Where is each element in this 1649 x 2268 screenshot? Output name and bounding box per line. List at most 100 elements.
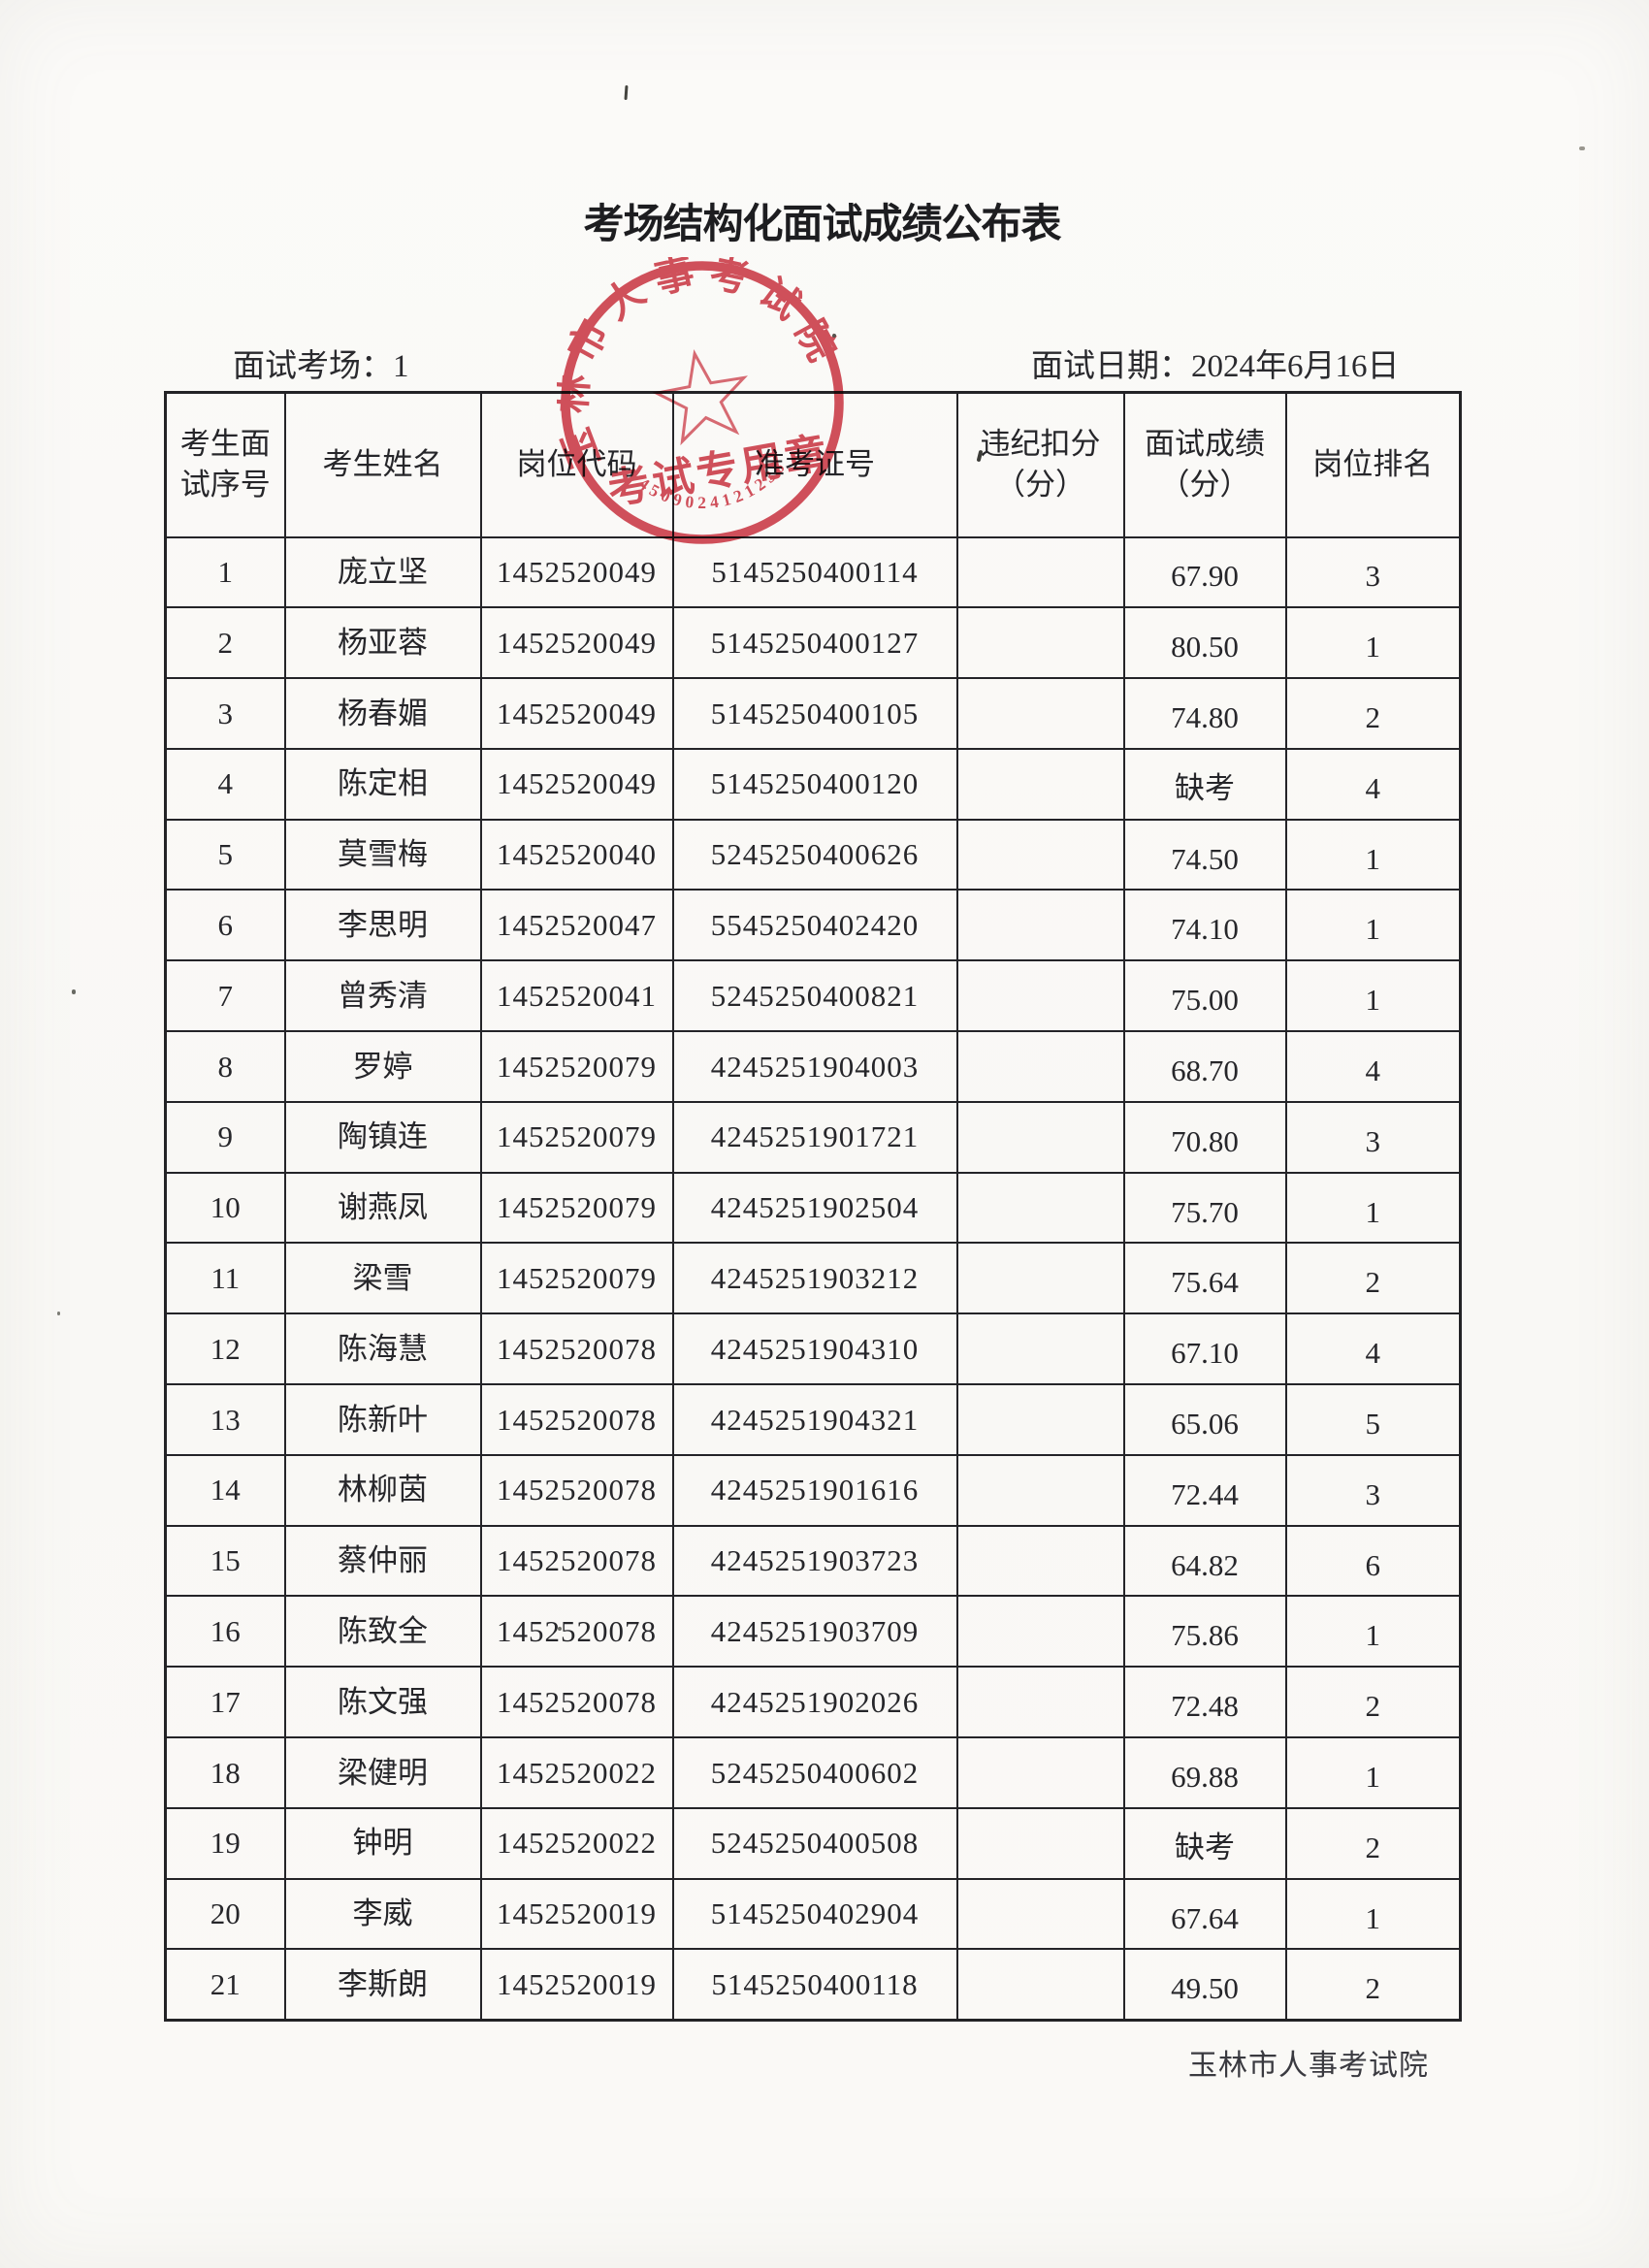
cell xyxy=(955,1877,1125,1951)
column-header: 岗位代码 xyxy=(479,391,674,538)
table-row: 16 陈致全 1452520078 4245251903709 75.86 1 xyxy=(164,1595,1462,1669)
interview-venue-label: 面试考场：1 xyxy=(233,349,409,384)
cell: 1452520079 xyxy=(479,1100,674,1174)
cell: 曾秀清 xyxy=(283,959,482,1033)
cell: 11 xyxy=(164,1242,286,1315)
cell: 4245251903723 xyxy=(671,1524,958,1598)
cell: 4245251901721 xyxy=(671,1100,958,1174)
cell: 2 xyxy=(164,606,286,680)
table-row: 20 李威 1452520019 5145250402904 67.64 1 xyxy=(164,1877,1462,1951)
cell xyxy=(955,535,1125,609)
cell: 梁健明 xyxy=(283,1736,482,1809)
cell: 80.50 xyxy=(1122,606,1287,680)
cell: 4245251904003 xyxy=(671,1030,958,1103)
cell: 陈海慧 xyxy=(283,1312,482,1386)
table-row: 7 曾秀清 1452520041 5245250400821 75.00 1 xyxy=(164,959,1462,1033)
scan-speck xyxy=(57,1312,60,1315)
column-header: 岗位排名 xyxy=(1284,391,1462,538)
cell: 1452520022 xyxy=(479,1806,674,1880)
cell: 5245250400508 xyxy=(671,1806,958,1880)
issuer-name: 玉林市人事考试院 xyxy=(1188,2050,1429,2082)
cell: 庞立坚 xyxy=(283,535,482,609)
cell: 1452520019 xyxy=(479,1948,674,2022)
cell: 3 xyxy=(1284,1453,1462,1527)
table-row: 21 李斯朗 1452520019 5145250400118 49.50 2 xyxy=(164,1948,1462,2022)
cell: 72.44 xyxy=(1122,1453,1287,1527)
cell: 3 xyxy=(164,677,286,750)
cell xyxy=(955,889,1125,962)
cell: 5145250400105 xyxy=(671,677,958,750)
cell: 缺考 xyxy=(1122,1806,1287,1880)
cell: 1 xyxy=(1284,818,1462,891)
table-row: 15 蔡仲丽 1452520078 4245251903723 64.82 6 xyxy=(164,1524,1462,1598)
column-header: 面试成绩（分） xyxy=(1122,391,1287,538)
cell: 67.64 xyxy=(1122,1877,1287,1951)
cell: 陈致全 xyxy=(283,1595,482,1669)
table-row: 17 陈文强 1452520078 4245251902026 72.48 2 xyxy=(164,1666,1462,1739)
cell: 蔡仲丽 xyxy=(283,1524,482,1598)
cell: 67.90 xyxy=(1122,535,1287,609)
cell: 3 xyxy=(1284,535,1462,609)
cell: 2 xyxy=(1284,1242,1462,1315)
cell: 4 xyxy=(1284,1312,1462,1386)
cell: 6 xyxy=(164,889,286,962)
cell: 1452520022 xyxy=(479,1736,674,1809)
cell: 谢燕凤 xyxy=(283,1171,482,1245)
cell: 梁雪 xyxy=(283,1242,482,1315)
cell: 1 xyxy=(1284,1736,1462,1809)
cell: 1452520078 xyxy=(479,1524,674,1598)
page-title: 考场结构化面试成绩公布表 xyxy=(583,203,1062,247)
table-row: 3 杨春媚 1452520049 5145250400105 74.80 2 xyxy=(164,677,1462,750)
cell: 1 xyxy=(1284,1877,1462,1951)
table-row: 10 谢燕凤 1452520079 4245251902504 75.70 1 xyxy=(164,1171,1462,1245)
cell: 1452520078 xyxy=(479,1312,674,1386)
cell xyxy=(955,1736,1125,1809)
cell: 74.10 xyxy=(1122,889,1287,962)
cell: 1 xyxy=(1284,606,1462,680)
column-header: 准考证号 xyxy=(671,391,958,538)
scan-speck xyxy=(624,84,629,101)
cell: 5145250400118 xyxy=(671,1948,958,2022)
cell: 16 xyxy=(164,1595,286,1669)
cell: 12 xyxy=(164,1312,286,1386)
cell: 李斯朗 xyxy=(283,1948,482,2022)
cell: 70.80 xyxy=(1122,1100,1287,1174)
header-row: 考生面试序号 考生姓名 岗位代码 准考证号 违纪扣分（分） 面试成绩（分） 岗位排名 xyxy=(164,391,1462,538)
cell: 2 xyxy=(1284,677,1462,750)
cell: 4245251902026 xyxy=(671,1666,958,1739)
table-row: 6 李思明 1452520047 5545250402420 74.10 1 xyxy=(164,889,1462,962)
cell: 5245250400821 xyxy=(671,959,958,1033)
table-row: 13 陈新叶 1452520078 4245251904321 65.06 5 xyxy=(164,1383,1462,1456)
cell: 李威 xyxy=(283,1877,482,1951)
cell: 9 xyxy=(164,1100,286,1174)
cell: 陈定相 xyxy=(283,747,482,821)
cell: 钟明 xyxy=(283,1806,482,1880)
scan-speck xyxy=(72,989,76,994)
cell: 74.80 xyxy=(1122,677,1287,750)
cell: 杨亚蓉 xyxy=(283,606,482,680)
cell: 4 xyxy=(1284,1030,1462,1103)
table-row: 18 梁健明 1452520022 5245250400602 69.88 1 xyxy=(164,1736,1462,1809)
cell xyxy=(955,1595,1125,1669)
cell: 5145250400120 xyxy=(671,747,958,821)
cell: 67.10 xyxy=(1122,1312,1287,1386)
cell xyxy=(955,1524,1125,1598)
cell xyxy=(955,747,1125,821)
table-row: 1 庞立坚 1452520049 5145250400114 67.90 3 xyxy=(164,535,1462,609)
cell: 1452520040 xyxy=(479,818,674,891)
cell xyxy=(955,1666,1125,1739)
scan-speck xyxy=(558,1627,562,1631)
cell: 75.86 xyxy=(1122,1595,1287,1669)
cell: 3 xyxy=(1284,1100,1462,1174)
cell: 陈文强 xyxy=(283,1666,482,1739)
score-table: 考生面试序号 考生姓名 岗位代码 准考证号 违纪扣分（分） 面试成绩（分） 岗位排名 1 庞立… xyxy=(164,391,1462,2022)
cell: 1 xyxy=(1284,889,1462,962)
column-header: 违纪扣分（分） xyxy=(955,391,1125,538)
cell: 69.88 xyxy=(1122,1736,1287,1809)
cell: 1452520019 xyxy=(479,1877,674,1951)
cell: 2 xyxy=(1284,1806,1462,1880)
cell: 5145250400127 xyxy=(671,606,958,680)
cell: 5245250400602 xyxy=(671,1736,958,1809)
cell xyxy=(955,1030,1125,1103)
